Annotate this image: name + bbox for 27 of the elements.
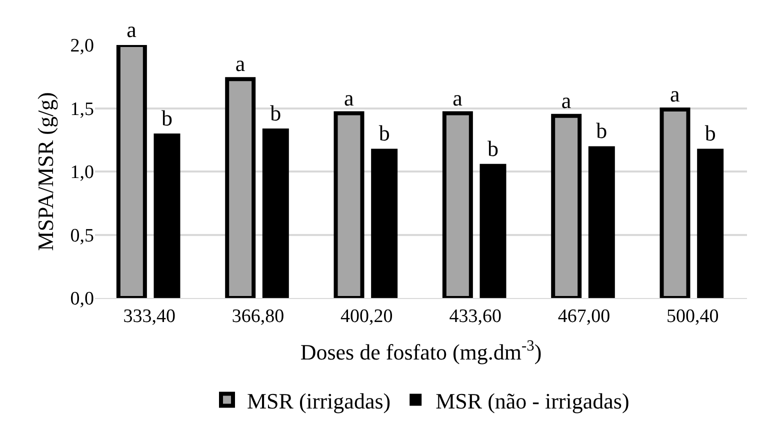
x-tick-label: 433,60 bbox=[449, 306, 502, 327]
legend-label: MSR (irrigadas) bbox=[247, 388, 391, 414]
data-label: b bbox=[270, 100, 282, 126]
data-label: a bbox=[452, 85, 463, 110]
x-tick-label: 400,20 bbox=[340, 306, 393, 327]
data-label: b bbox=[704, 120, 716, 146]
data-label: b bbox=[596, 118, 608, 144]
y-tick-label: 0,5 bbox=[70, 225, 94, 246]
data-label: b bbox=[161, 106, 172, 131]
x-axis-title: Doses de fosfato (mg.dm$^{-3}$) bbox=[300, 337, 542, 365]
x-tick-label: 333,40 bbox=[123, 306, 176, 327]
x-tick-label: 366,80 bbox=[232, 306, 284, 327]
y-tick-label: 1,0 bbox=[70, 162, 94, 184]
x-tick-label: 500,40 bbox=[666, 306, 719, 327]
data-label: a bbox=[561, 88, 572, 113]
x-tick-label: 467,00 bbox=[558, 306, 610, 327]
data-label: a bbox=[126, 17, 137, 42]
data-label: b bbox=[487, 136, 498, 161]
y-axis-title: MSPA/MSR (g/g) bbox=[33, 92, 58, 251]
legend-label: MSR (não - irrigadas) bbox=[436, 388, 630, 414]
data-label: a bbox=[235, 51, 246, 76]
data-label: a bbox=[670, 82, 680, 107]
y-tick-label: 0,0 bbox=[70, 288, 94, 310]
y-tick-label: 1,5 bbox=[70, 98, 94, 120]
data-label: a bbox=[344, 85, 354, 110]
data-label: b bbox=[378, 120, 390, 146]
y-tick-label: 2,0 bbox=[70, 36, 94, 57]
